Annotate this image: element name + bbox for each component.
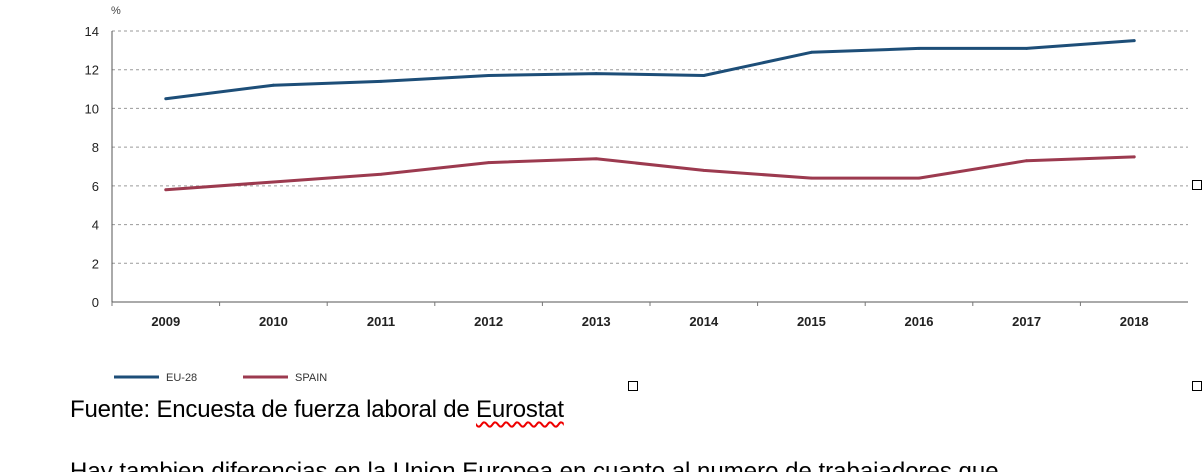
- data-point-eu-28: [272, 83, 275, 87]
- x-tick-label: 2013: [582, 314, 611, 329]
- x-tick-label: 2012: [474, 314, 503, 329]
- legend-label-spain: SPAIN: [295, 372, 327, 384]
- data-point-spain: [272, 180, 275, 184]
- y-tick-label: 10: [85, 101, 99, 116]
- series-line-eu-28: [164, 39, 1136, 101]
- chart-legend: EU-28 SPAIN: [114, 372, 327, 384]
- x-tick-label: 2009: [151, 314, 180, 329]
- data-point-spain: [1132, 155, 1136, 159]
- chart-series: [164, 39, 1136, 192]
- y-tick-label: 6: [92, 179, 99, 194]
- source-caption-prefix: Fuente: Encuesta de fuerza laboral de: [70, 396, 477, 423]
- data-point-spain: [594, 157, 598, 161]
- data-point-spain: [487, 161, 490, 165]
- selection-handle-middle[interactable]: [628, 381, 638, 391]
- x-tick-labels: 2009 2010 2011 2012 2013 2014 2015 2016 2017 2018: [111, 302, 1149, 329]
- source-caption: Fuente: Encuesta de fuerza laboral de Eu…: [70, 396, 564, 424]
- x-tick-label: 2017: [1012, 314, 1041, 329]
- x-tick-label: 2016: [905, 314, 934, 329]
- y-tick-label: 4: [92, 218, 99, 233]
- data-point-eu-28: [810, 50, 813, 54]
- data-point-eu-28: [164, 97, 168, 101]
- data-point-spain: [379, 172, 383, 176]
- data-point-eu-28: [487, 74, 490, 77]
- x-tick-label: 2011: [367, 314, 395, 329]
- next-paragraph-text: Hay tambien diferencias en la Union Euro…: [70, 458, 999, 472]
- series-line-spain: [164, 155, 1136, 192]
- y-tick-label: 14: [85, 24, 99, 39]
- source-caption-eurostat[interactable]: Eurostat: [476, 396, 564, 423]
- y-tick-label: 12: [85, 63, 99, 78]
- x-tick-label: 2018: [1120, 314, 1149, 329]
- legend-label-eu-28: EU-28: [166, 372, 197, 384]
- x-tick-label: 2014: [689, 314, 719, 329]
- data-point-eu-28: [702, 74, 706, 77]
- data-point-eu-28: [1025, 47, 1028, 50]
- data-point-spain: [702, 168, 706, 172]
- y-unit-label: %: [111, 5, 121, 17]
- y-tick-labels: 0 2 4 6 8 10 12 14: [85, 24, 99, 310]
- y-tick-label: 0: [92, 295, 99, 310]
- data-point-spain: [917, 176, 921, 180]
- selection-handle-right-bottom[interactable]: [1192, 381, 1202, 391]
- data-point-spain: [164, 188, 168, 192]
- data-point-eu-28: [594, 72, 598, 75]
- data-point-eu-28: [1132, 39, 1136, 43]
- x-tick-label: 2015: [797, 314, 826, 329]
- x-tick-label: 2010: [259, 314, 288, 329]
- y-tick-label: 2: [92, 256, 99, 271]
- chart-axes: [111, 31, 1188, 303]
- data-point-spain: [1025, 159, 1028, 163]
- chart-gridlines: [112, 30, 1188, 264]
- data-point-eu-28: [917, 47, 921, 50]
- data-point-spain: [810, 176, 813, 180]
- data-point-eu-28: [379, 79, 383, 83]
- y-tick-label: 8: [92, 140, 99, 155]
- selection-handle-right-top[interactable]: [1192, 180, 1202, 190]
